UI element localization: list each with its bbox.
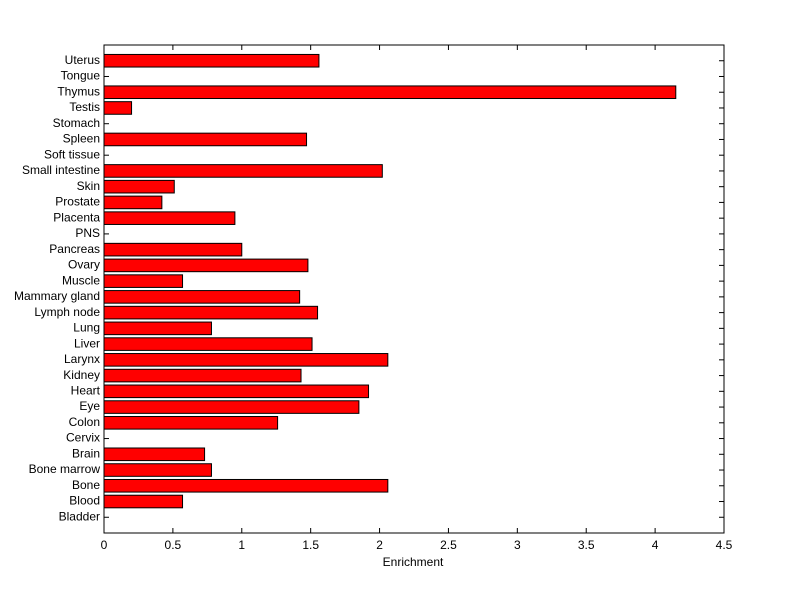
bar — [103, 164, 383, 178]
y-tick-label: Heart — [71, 383, 101, 397]
bar — [103, 353, 389, 367]
bar — [103, 337, 313, 351]
bar — [103, 132, 308, 147]
y-tick-label: Lymph node — [34, 305, 100, 319]
y-tick-label: Bladder — [59, 509, 100, 523]
x-tick-label: 4.5 — [716, 538, 733, 552]
y-tick-label: Blood — [69, 494, 100, 508]
y-tick-label: Stomach — [53, 116, 100, 130]
x-tick-label: 1 — [238, 538, 245, 552]
bar — [103, 242, 243, 257]
y-tick-label: Ovary — [68, 258, 100, 272]
bar — [103, 478, 389, 493]
bar — [103, 53, 320, 68]
y-tick-label: Uterus — [65, 53, 100, 67]
y-tick-label: Pancreas — [49, 242, 100, 256]
bar — [103, 274, 184, 288]
y-tick-label: Colon — [69, 415, 100, 429]
y-tick-label: Thymus — [57, 84, 100, 98]
y-tick-label: Liver — [74, 336, 100, 350]
y-tick-label: Larynx — [64, 352, 100, 366]
y-tick-label: Lung — [73, 321, 100, 335]
y-tick-label: Eye — [79, 399, 100, 413]
y-tick-label: Prostate — [55, 195, 100, 209]
bar — [103, 416, 279, 430]
plot-frame — [103, 44, 725, 534]
x-tick-label: 2 — [376, 538, 383, 552]
bar — [103, 85, 677, 100]
y-tick-label: Brain — [72, 446, 100, 460]
y-tick-label: Bone — [72, 478, 100, 492]
bar — [103, 384, 370, 399]
x-tick-label: 0.5 — [165, 538, 182, 552]
y-tick-label: Mammary gland — [14, 289, 100, 303]
y-tick-label: Cervix — [66, 431, 100, 445]
x-axis-label: Enrichment — [383, 555, 444, 569]
x-tick-label: 0 — [101, 538, 108, 552]
bar — [103, 447, 206, 462]
x-tick-label: 1.5 — [302, 538, 319, 552]
y-tick-label: Soft tissue — [44, 147, 100, 161]
x-tick-label: 3 — [514, 538, 521, 552]
y-tick-label: Spleen — [63, 132, 100, 146]
bar — [103, 321, 212, 336]
bar — [103, 258, 309, 273]
x-tick-label: 4 — [652, 538, 659, 552]
y-tick-label: Muscle — [62, 273, 100, 287]
bar — [103, 211, 236, 225]
y-tick-label: Bone marrow — [29, 462, 101, 476]
bar — [103, 463, 212, 477]
y-tick-label: Small intestine — [22, 163, 100, 177]
y-tick-label: Kidney — [63, 368, 100, 382]
bar — [103, 400, 360, 414]
x-tick-label: 2.5 — [440, 538, 457, 552]
bar — [103, 494, 184, 509]
bar — [103, 101, 133, 115]
x-tick-label: 3.5 — [578, 538, 595, 552]
y-tick-label: PNS — [75, 226, 100, 240]
bar — [103, 195, 163, 210]
y-tick-label: Testis — [69, 100, 100, 114]
bar — [103, 290, 301, 304]
y-tick-label: Placenta — [53, 210, 100, 224]
bar — [103, 179, 175, 194]
y-tick-label: Skin — [77, 179, 100, 193]
bar — [103, 368, 302, 383]
bar — [103, 305, 319, 320]
y-tick-label: Tongue — [61, 69, 101, 83]
